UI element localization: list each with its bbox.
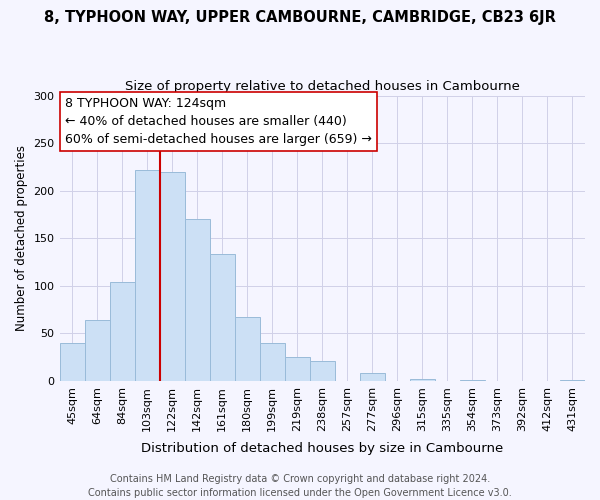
- Bar: [59, 343, 85, 381]
- Text: 8, TYPHOON WAY, UPPER CAMBOURNE, CAMBRIDGE, CB23 6JR: 8, TYPHOON WAY, UPPER CAMBOURNE, CAMBRID…: [44, 10, 556, 25]
- Bar: [185, 219, 209, 381]
- Y-axis label: Number of detached properties: Number of detached properties: [15, 145, 28, 331]
- Bar: [410, 379, 435, 381]
- X-axis label: Distribution of detached houses by size in Cambourne: Distribution of detached houses by size …: [141, 442, 503, 455]
- Bar: [235, 317, 260, 381]
- Text: Contains HM Land Registry data © Crown copyright and database right 2024.
Contai: Contains HM Land Registry data © Crown c…: [88, 474, 512, 498]
- Bar: [160, 172, 185, 381]
- Bar: [110, 282, 134, 381]
- Title: Size of property relative to detached houses in Cambourne: Size of property relative to detached ho…: [125, 80, 520, 93]
- Bar: [85, 320, 110, 381]
- Bar: [560, 380, 585, 381]
- Bar: [260, 343, 285, 381]
- Bar: [460, 380, 485, 381]
- Bar: [134, 170, 160, 381]
- Bar: [285, 357, 310, 381]
- Bar: [310, 361, 335, 381]
- Bar: [360, 374, 385, 381]
- Text: 8 TYPHOON WAY: 124sqm
← 40% of detached houses are smaller (440)
60% of semi-det: 8 TYPHOON WAY: 124sqm ← 40% of detached …: [65, 97, 371, 146]
- Bar: [209, 254, 235, 381]
